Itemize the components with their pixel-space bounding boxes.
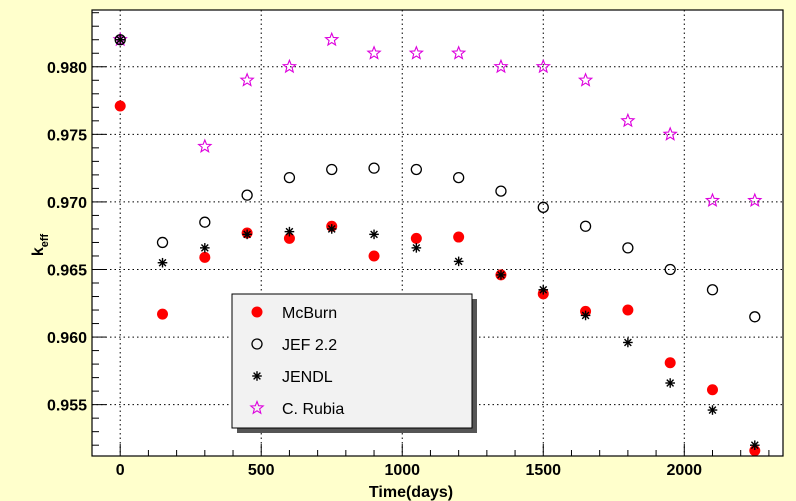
data-point-jef-2-2	[241, 189, 253, 201]
x-tick-label: 2000	[666, 462, 702, 479]
x-tick-label: 1500	[525, 462, 561, 479]
data-point-jendl	[369, 229, 379, 240]
data-point-jendl	[749, 440, 760, 450]
y-axis-title: keff	[30, 233, 51, 256]
data-point-jendl	[496, 270, 506, 280]
x-tick-label: 0	[116, 462, 125, 479]
y-axis-title-subscript: eff	[39, 233, 51, 247]
data-point-jef-2-2	[495, 185, 507, 197]
data-point-jendl	[580, 310, 591, 321]
legend-marker-jendl	[252, 371, 262, 381]
data-point-mcburn	[114, 100, 126, 112]
data-point-jendl	[200, 243, 210, 253]
axis-tick-labels: 0 500 1000 1500 2000 0.955 0.960 0.965 0.970 0.97…	[47, 60, 702, 479]
data-point-c-rubia	[493, 58, 509, 74]
legend-label-jendl: JENDL	[282, 369, 333, 386]
data-point-mcburn	[368, 250, 380, 262]
data-point-c-rubia	[451, 45, 467, 60]
data-point-jef-2-2	[199, 216, 211, 228]
data-point-jef-2-2	[622, 242, 634, 254]
data-point-mcburn	[199, 251, 211, 263]
data-point-jef-2-2	[749, 311, 761, 323]
legend-marker-c-rubia	[249, 399, 265, 415]
data-point-jendl	[453, 256, 464, 267]
legend-marker-jef-2-2	[251, 338, 263, 350]
legend-entries: McBurn JEF 2.2 JENDL C. Rubia	[249, 305, 344, 418]
series-jendl	[115, 34, 760, 450]
x-tick-label: 1000	[384, 462, 420, 479]
data-point-c-rubia	[535, 58, 551, 74]
y-tick-label: 0.960	[47, 330, 87, 347]
data-point-c-rubia	[281, 58, 298, 74]
data-point-jef-2-2	[283, 171, 296, 184]
data-point-jendl	[623, 337, 633, 348]
data-point-c-rubia	[577, 72, 594, 87]
data-point-jef-2-2	[410, 163, 422, 176]
data-point-c-rubia	[704, 192, 721, 208]
data-point-jendl	[326, 224, 337, 234]
data-point-c-rubia	[747, 192, 763, 208]
data-point-jendl	[242, 229, 252, 240]
data-point-c-rubia	[620, 112, 636, 128]
data-point-jef-2-2	[706, 284, 719, 296]
data-point-jendl	[538, 284, 549, 295]
data-point-jendl	[284, 226, 295, 237]
legend-label-c-rubia: C. Rubia	[282, 401, 344, 418]
data-point-c-rubia	[324, 31, 340, 47]
data-point-jendl	[115, 34, 126, 45]
data-point-jendl	[707, 405, 718, 415]
legend-label-jef-2-2: JEF 2.2	[282, 337, 337, 354]
data-point-mcburn	[706, 384, 718, 396]
legend: McBurn JEF 2.2 JENDL C. Rubia	[231, 293, 477, 433]
data-point-c-rubia	[408, 45, 424, 60]
y-axis-title-main: k	[30, 247, 47, 256]
data-point-jef-2-2	[156, 236, 169, 249]
legend-box	[231, 293, 473, 429]
data-point-c-rubia	[197, 138, 213, 153]
x-axis-title: Time(days)	[369, 484, 453, 501]
data-point-c-rubia	[366, 45, 382, 60]
data-point-jendl	[411, 243, 422, 253]
data-point-jef-2-2	[537, 201, 549, 213]
data-point-jendl	[665, 378, 675, 388]
y-tick-label: 0.980	[47, 60, 87, 77]
data-point-c-rubia	[662, 126, 678, 141]
data-point-jendl	[157, 257, 168, 268]
data-point-mcburn	[283, 232, 295, 244]
series-jef-2-2	[114, 34, 761, 323]
data-point-jef-2-2	[368, 162, 380, 174]
series-c-rubia	[112, 31, 763, 208]
data-point-jef-2-2	[114, 34, 126, 46]
data-point-c-rubia	[239, 72, 255, 87]
data-point-mcburn	[664, 357, 676, 369]
data-point-mcburn	[410, 232, 422, 244]
data-point-mcburn	[453, 231, 465, 243]
y-tick-label: 0.965	[47, 262, 87, 279]
plot-frame	[91, 9, 784, 457]
data-point-jef-2-2	[664, 263, 676, 276]
legend-label-mcburn: McBurn	[282, 305, 337, 322]
legend-marker-mcburn	[251, 306, 263, 318]
y-tick-label: 0.955	[47, 398, 87, 415]
y-tick-label: 0.975	[47, 127, 87, 144]
data-point-mcburn	[157, 308, 169, 320]
x-tick-label: 500	[248, 462, 275, 479]
data-series	[112, 31, 763, 457]
data-point-jef-2-2	[453, 171, 465, 184]
y-tick-label: 0.970	[47, 195, 87, 212]
data-point-jef-2-2	[326, 163, 338, 176]
data-point-jef-2-2	[579, 220, 592, 232]
data-point-mcburn	[622, 304, 634, 316]
